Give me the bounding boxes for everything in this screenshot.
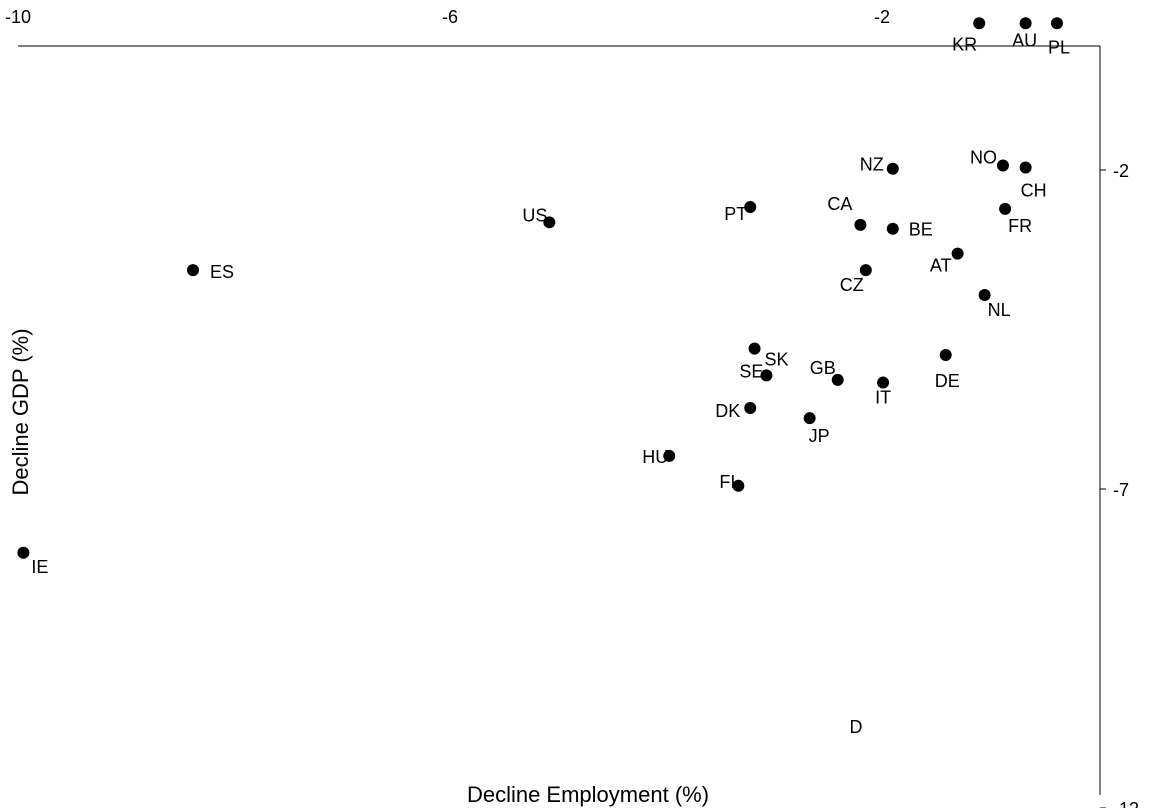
point-label-dk: DK bbox=[715, 401, 740, 421]
point-label-no: NO bbox=[970, 148, 997, 168]
point-label-kr: KR bbox=[952, 34, 977, 54]
data-point-ch bbox=[1019, 161, 1032, 174]
point-label-gb: GB bbox=[810, 358, 836, 378]
data-point-au bbox=[1019, 17, 1032, 30]
data-point-se bbox=[760, 369, 773, 382]
data-point-pt bbox=[744, 201, 757, 214]
point-label-ie: IE bbox=[31, 557, 48, 577]
y-tick-label: -7 bbox=[1113, 480, 1129, 500]
data-point-fi bbox=[732, 479, 745, 492]
y-tick-label: -12 bbox=[1113, 799, 1139, 808]
point-label-it: IT bbox=[875, 387, 891, 407]
data-point-sk bbox=[748, 342, 761, 355]
data-points: KR AU PL NZ NO CH PT CA FR US BE ES AT CZ NL SK DE SE GB IT… bbox=[17, 17, 1070, 737]
y-axis-ticks: -2 -7 -12 bbox=[1100, 161, 1139, 808]
data-point-hu bbox=[663, 449, 676, 462]
point-label-pt: PT bbox=[724, 204, 747, 224]
point-label-us: US bbox=[522, 205, 547, 225]
y-tick-label: -2 bbox=[1113, 161, 1129, 181]
x-tick-label: -2 bbox=[874, 7, 890, 27]
data-point-pl bbox=[1050, 17, 1063, 30]
point-label-de: DE bbox=[935, 371, 960, 391]
point-label-ch: CH bbox=[1021, 180, 1047, 200]
y-axis-title: Decline GDP (%) bbox=[8, 328, 33, 495]
x-tick-label: -6 bbox=[442, 7, 458, 27]
point-label-se: SE bbox=[739, 361, 763, 381]
data-point-be bbox=[886, 222, 899, 235]
point-label-fi: FI bbox=[719, 472, 735, 492]
point-label-pl: PL bbox=[1048, 37, 1070, 57]
x-tick-label: -10 bbox=[5, 7, 31, 27]
point-label-sk: SK bbox=[765, 350, 789, 370]
point-label-at: AT bbox=[930, 256, 952, 276]
data-point-at bbox=[951, 247, 964, 260]
data-point-de bbox=[939, 349, 952, 362]
x-axis-ticks: -10 -6 -2 bbox=[5, 7, 890, 27]
data-point-it bbox=[877, 376, 890, 389]
point-label-au: AU bbox=[1012, 30, 1037, 50]
data-point-ie bbox=[17, 546, 30, 559]
data-point-cz bbox=[859, 264, 872, 277]
data-point-dk bbox=[744, 401, 757, 414]
point-label-jp: JP bbox=[809, 426, 830, 446]
data-point-no bbox=[996, 159, 1009, 172]
data-point-nz bbox=[886, 162, 899, 175]
point-label-ca: CA bbox=[827, 194, 852, 214]
point-label-fr: FR bbox=[1008, 216, 1032, 236]
point-label-hu: HU bbox=[642, 447, 668, 467]
point-label-d: D bbox=[850, 717, 863, 737]
data-point-ca bbox=[854, 218, 867, 231]
data-point-nl bbox=[978, 289, 991, 302]
data-point-kr bbox=[973, 17, 986, 30]
point-label-cz: CZ bbox=[840, 275, 864, 295]
data-point-us bbox=[543, 216, 556, 229]
data-point-es bbox=[186, 264, 199, 277]
data-point-jp bbox=[803, 412, 816, 425]
data-point-fr bbox=[999, 202, 1012, 215]
data-point-gb bbox=[831, 373, 844, 386]
point-label-nl: NL bbox=[988, 300, 1011, 320]
x-axis-title: Decline Employment (%) bbox=[467, 782, 709, 807]
point-label-be: BE bbox=[909, 220, 933, 240]
point-label-es: ES bbox=[210, 262, 234, 282]
point-label-nz: NZ bbox=[860, 155, 884, 175]
